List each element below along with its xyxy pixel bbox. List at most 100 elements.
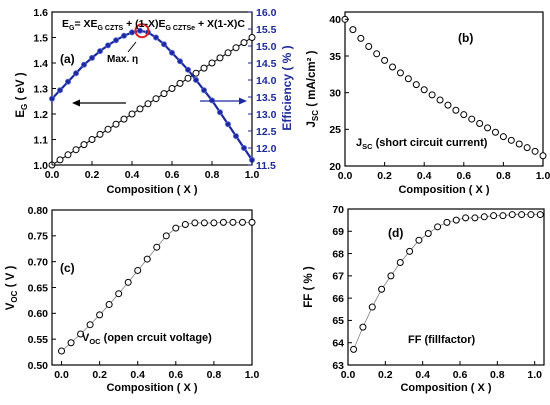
panel-b-jsc-point	[420, 86, 428, 94]
panel-b-x-tick-label: 1.0	[536, 170, 550, 182]
panel-a-max-annotation: Max. η	[107, 54, 138, 65]
panel-a-y-ticks: 1.0 1.1 1.2 1.3 1.4 1.5 1.6	[33, 7, 56, 172]
panel-a-label: (a)	[60, 52, 75, 66]
panel-c-voc-point	[143, 255, 151, 263]
panel-d-ff-point	[471, 214, 479, 222]
panel-b-jsc-point	[491, 128, 499, 136]
panel-c-voc-point	[210, 219, 218, 227]
panel-d-ff-point	[452, 216, 460, 224]
panel-c-y-tick-label: 0.60	[28, 308, 49, 320]
panel-a-y-tick-label: 1.3	[33, 83, 48, 95]
panel-a-efficiency-point	[232, 133, 239, 140]
panel-b-jsc-point	[436, 96, 444, 104]
panel-c-voc-point	[67, 339, 75, 347]
panel-d-ff-point	[396, 258, 404, 266]
panel-a: 0.0 0.2 0.4 0.6 0.8 1.0 1.0 1.1 1.2 1.3 1.4 1.5 1.6…	[15, 7, 294, 196]
panel-a-y-tick-label: 1.1	[33, 134, 48, 146]
panel-c-x-tick-label: 1.0	[245, 369, 260, 381]
panel-b-jsc-point	[404, 75, 412, 83]
panel-a-efficiency-point	[81, 61, 88, 68]
panel-a-y-tick-label: 1.0	[33, 160, 48, 172]
panel-b-y-tick-label: 40	[329, 14, 341, 26]
panel-a-bandgap-point	[160, 90, 168, 98]
panel-a-efficiency-point	[121, 32, 128, 39]
panel-b-jsc-point	[507, 136, 515, 144]
panel-d-y-tick-label: 66	[332, 293, 344, 305]
panel-d-ff-point	[462, 214, 470, 222]
panel-a-y2-tick-label: 14.5	[256, 58, 277, 70]
panel-c-y-label: VOC ( V )	[5, 266, 19, 311]
panel-b-jsc-point	[523, 144, 531, 152]
panel-a-bandgap-point	[72, 146, 80, 154]
panel-d-y-label: FF ( % )	[303, 266, 315, 308]
panel-b-x-ticks: 0.0 0.2 0.4 0.6 0.8 1.0	[338, 162, 550, 182]
panel-d-ff-point	[490, 212, 498, 220]
panel-d-ff-point	[536, 211, 544, 219]
panel-a-efficiency-point	[240, 144, 247, 151]
panel-b-jsc-point	[531, 147, 539, 155]
panel-b-y-tick-label: 30	[329, 87, 341, 99]
panel-a-bandgap-point	[240, 39, 248, 47]
panel-a-y2-tick-label: 11.5	[256, 160, 276, 172]
panel-b-y-tick-label: 20	[329, 161, 341, 173]
panel-c-x-tick-label: 0.4	[130, 369, 145, 381]
panel-b-jsc-point	[515, 140, 523, 148]
panel-b-jsc-point	[349, 26, 357, 34]
panel-a-bandgap-point	[128, 110, 136, 118]
panel-a-right-arrow-head	[239, 97, 247, 105]
panel-c-voc-point	[200, 219, 208, 227]
panel-a-bandgap-point	[184, 74, 192, 82]
panel-c-y-tick-label: 0.70	[28, 256, 49, 268]
panel-d-x-tick-label: 0.8	[490, 369, 505, 381]
panel-d-y-tick-label: 70	[332, 204, 344, 216]
panel-b-jsc-point	[389, 63, 397, 71]
panel-a-efficiency-point	[160, 41, 167, 48]
panel-b-x-tick-label: 0.6	[456, 170, 471, 182]
panel-d-ff-point	[406, 247, 414, 255]
panel-a-efficiency-point	[73, 70, 80, 77]
panel-a-bandgap-point	[248, 34, 256, 41]
panel-a-bandgap-point	[224, 49, 232, 57]
panel-a-efficiency-point	[176, 58, 183, 65]
panel-c-voc-point	[229, 218, 237, 226]
panel-c-label: (c)	[60, 261, 75, 275]
panel-d-x-label: Composition ( X )	[400, 382, 491, 394]
panel-b-jsc-point	[460, 111, 468, 119]
panel-c-voc-point	[115, 290, 123, 298]
panel-c-y-ticks: 0.50 0.55 0.60 0.65 0.70 0.75 0.80	[28, 205, 56, 372]
panel-a-bandgap-point	[192, 69, 200, 77]
panel-a-efficiency-point	[97, 48, 104, 55]
panel-a-max-pointer	[127, 41, 137, 53]
panel-a-bandgap-point	[96, 130, 104, 138]
panel-b-y-tick-label: 35	[329, 51, 341, 63]
panel-a-efficiency-point	[105, 42, 112, 49]
panel-a-x-ticks: 0.0 0.2 0.4 0.6 0.8 1.0	[45, 161, 259, 181]
panel-a-efficiency-point	[192, 77, 199, 84]
panel-d-x-tick-label: 0.2	[378, 369, 393, 381]
panel-a-efficiency-point	[184, 66, 191, 73]
panel-b-x-tick-label: 0.0	[338, 170, 353, 182]
panel-a-efficiency-point	[200, 87, 207, 94]
panel-d-x-ticks: 0.0 0.2 0.4 0.6 0.8 1.0	[341, 361, 542, 381]
panel-c-voc-point	[58, 347, 66, 355]
panel-a-bandgap-point	[88, 136, 96, 143]
panel-d-x-tick-label: 0.4	[415, 369, 430, 381]
panel-a-y-tick-label: 1.5	[33, 32, 48, 44]
panel-a-x-tick-label: 0.0	[45, 169, 60, 181]
panel-d-ff-point	[518, 211, 526, 219]
panel-b-plot-frame	[344, 11, 544, 167]
panel-d-ff-point	[368, 303, 376, 311]
panel-b-jsc-point	[412, 81, 420, 89]
panel-a-bandgap-point	[168, 85, 176, 92]
panel-a-efficiency-point	[224, 121, 231, 128]
panel-d-note: FF (fillfactor)	[408, 334, 476, 346]
panel-c-x-tick-label: 0.2	[92, 369, 107, 381]
panel-a-efficiency-line	[51, 29, 253, 161]
panel-c-voc-point	[248, 218, 256, 226]
panel-d-y-tick-label: 63	[332, 360, 344, 372]
panel-d-ff-point	[424, 230, 432, 238]
panel-a-y2-tick-label: 12.5	[256, 126, 277, 138]
panel-a-efficiency-point	[128, 29, 135, 36]
